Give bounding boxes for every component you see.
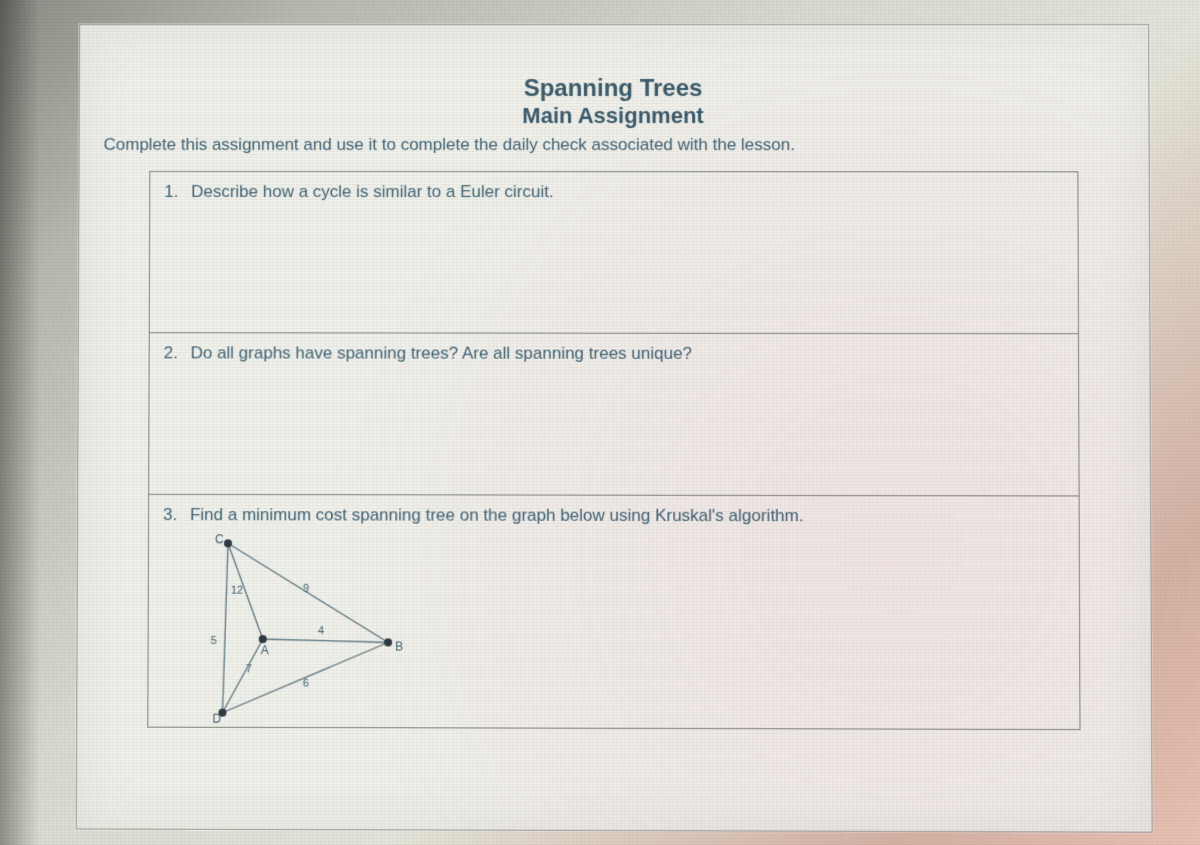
question-2-text: Do all graphs have spanning trees? Are a… (191, 343, 693, 363)
question-1-answer-area (164, 202, 1064, 321)
worksheet-page: Spanning Trees Main Assignment Complete … (76, 24, 1153, 833)
screen-edge-shadow (0, 0, 40, 845)
node-label-C: C (215, 532, 224, 546)
node-label-B: B (395, 639, 403, 653)
edge-C-D (222, 543, 228, 712)
question-row-2: 2. Do all graphs have spanning trees? Ar… (148, 333, 1079, 496)
question-row-1: 1. Describe how a cycle is similar to a … (149, 172, 1079, 334)
edge-weight-A-B: 4 (318, 625, 324, 637)
kruskal-graph-svg: 12 9 5 4 7 6 C A B D (162, 533, 463, 735)
question-2-number: 2. (164, 343, 178, 363)
question-2-prompt: 2. Do all graphs have spanning trees? Ar… (164, 343, 1064, 364)
worksheet-content: Spanning Trees Main Assignment Complete … (77, 25, 1152, 832)
question-2-answer-area (163, 363, 1064, 483)
question-1-prompt: 1. Describe how a cycle is similar to a … (164, 182, 1063, 202)
question-1-number: 1. (164, 182, 178, 202)
question-3-number: 3. (163, 505, 177, 525)
question-row-3: 3. Find a minimum cost spanning tree on … (147, 494, 1080, 729)
edge-A-B (263, 639, 388, 642)
node-C (224, 539, 232, 547)
edge-weight-A-D: 7 (246, 663, 252, 675)
node-A (259, 635, 267, 643)
question-3-graph: 1295476CABD (162, 533, 1065, 717)
question-3-prompt: 3. Find a minimum cost spanning tree on … (163, 505, 1065, 527)
edge-A-D (222, 639, 262, 713)
page-title: Spanning Trees (80, 75, 1149, 103)
node-label-D: D (212, 711, 221, 725)
page-subtitle: Main Assignment (80, 103, 1149, 129)
node-B (384, 638, 392, 646)
node-label-A: A (261, 643, 269, 657)
questions-table: 1. Describe how a cycle is similar to a … (147, 171, 1080, 730)
question-3-text: Find a minimum cost spanning tree on the… (190, 505, 804, 525)
edge-weight-D-B: 6 (303, 677, 309, 689)
edge-weight-C-D: 5 (211, 635, 217, 647)
question-1-text: Describe how a cycle is similar to a Eul… (191, 182, 554, 201)
edge-weight-C-B: 9 (303, 582, 309, 594)
assignment-instructions: Complete this assignment and use it to c… (80, 135, 1149, 155)
edge-weight-C-A: 12 (231, 584, 243, 596)
